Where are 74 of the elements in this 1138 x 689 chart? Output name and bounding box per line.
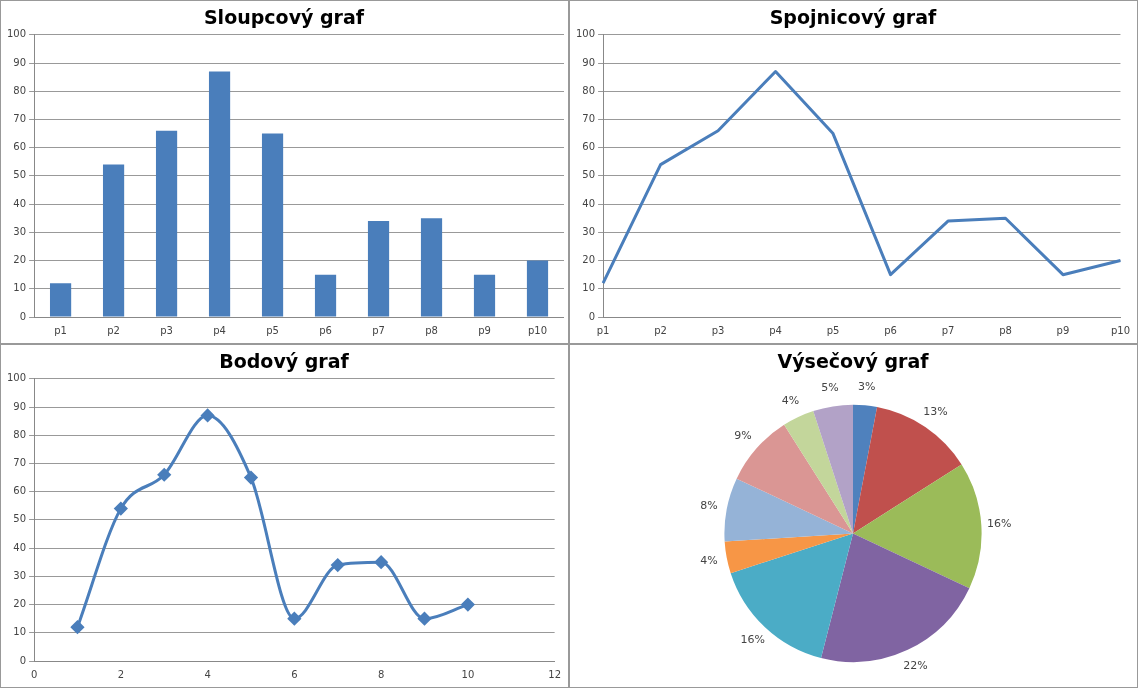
y-tick-label: 20 — [13, 598, 27, 610]
y-tick-label: 80 — [13, 84, 27, 96]
y-tick-label: 0 — [19, 654, 27, 666]
x-tick-label: p2 — [107, 324, 120, 336]
y-tick-label: 30 — [13, 225, 27, 237]
y-tick-label: 60 — [13, 141, 27, 153]
chart-title: Spojnicový graf — [769, 6, 938, 29]
y-tick-label: 70 — [582, 113, 596, 125]
y-tick-label: 30 — [13, 569, 27, 581]
x-tick-label: p9 — [478, 324, 491, 336]
x-tick-label: 6 — [291, 668, 298, 680]
data-label: 22% — [903, 658, 928, 672]
y-tick-label: 30 — [582, 225, 596, 237]
x-tick-label: p5 — [826, 324, 840, 336]
data-label: 16% — [740, 633, 765, 647]
chart-title: Sloupcový graf — [203, 6, 365, 29]
y-tick-label: 0 — [19, 310, 27, 322]
y-tick-label: 90 — [582, 56, 596, 68]
y-tick-label: 90 — [13, 400, 27, 412]
y-tick-label: 70 — [13, 113, 27, 125]
x-tick-label: p6 — [884, 324, 897, 336]
x-tick-label: p8 — [425, 324, 438, 336]
data-label: 8% — [700, 498, 718, 512]
x-tick-label: 4 — [204, 668, 211, 680]
y-tick-label: 20 — [582, 254, 596, 266]
y-tick-label: 90 — [13, 56, 27, 68]
x-tick-label: p9 — [1056, 324, 1070, 336]
x-tick-label: p2 — [654, 324, 667, 336]
x-tick-label: p7 — [372, 324, 385, 336]
y-tick-label: 40 — [13, 197, 27, 209]
x-tick-label: p4 — [769, 324, 782, 336]
y-tick-label: 70 — [13, 457, 27, 469]
x-tick-label: p10 — [527, 324, 548, 336]
data-label: 9% — [734, 429, 752, 443]
data-label: 3% — [858, 380, 876, 394]
y-tick-label: 50 — [13, 169, 27, 181]
y-tick-label: 10 — [13, 626, 27, 638]
x-tick-label: 8 — [377, 668, 385, 680]
x-tick-label: p5 — [266, 324, 279, 336]
y-tick-label: 20 — [13, 254, 27, 266]
x-tick-label: p6 — [319, 324, 332, 336]
x-tick-label: 0 — [30, 668, 38, 680]
x-tick-label: p10 — [1110, 324, 1130, 336]
x-tick-label: p1 — [596, 324, 610, 336]
x-tick-label: 2 — [117, 668, 125, 680]
data-label: 5% — [821, 381, 839, 395]
y-tick-label: 60 — [13, 485, 27, 497]
x-tick-label: p4 — [213, 324, 226, 336]
x-tick-label: p7 — [941, 324, 955, 336]
x-tick-label: p1 — [54, 324, 67, 336]
data-label: 4% — [700, 553, 718, 567]
y-tick-label: 80 — [582, 84, 596, 96]
y-tick-label: 50 — [13, 513, 27, 525]
chart-title: Výsečový graf — [777, 350, 930, 373]
x-tick-label: p3 — [711, 324, 725, 336]
data-label: 4% — [781, 393, 800, 407]
y-tick-label: 50 — [582, 169, 596, 181]
x-tick-label: p3 — [160, 324, 173, 336]
x-tick-label: 12 — [548, 668, 561, 680]
y-tick-label: 40 — [582, 197, 596, 209]
y-tick-label: 10 — [582, 282, 596, 294]
y-tick-label: 80 — [13, 428, 27, 440]
data-label: 13% — [923, 405, 948, 419]
x-tick-label: p8 — [999, 324, 1012, 336]
chart-title: Bodový graf — [219, 350, 350, 373]
data-label: 16% — [987, 517, 1012, 531]
y-tick-label: 10 — [13, 282, 27, 294]
y-tick-label: 100 — [575, 28, 596, 40]
y-tick-label: 100 — [6, 28, 27, 40]
y-tick-label: 100 — [6, 372, 27, 384]
y-tick-label: 0 — [588, 310, 596, 322]
y-tick-label: 60 — [582, 141, 596, 153]
x-tick-label: 10 — [461, 668, 475, 680]
y-tick-label: 40 — [13, 541, 27, 553]
